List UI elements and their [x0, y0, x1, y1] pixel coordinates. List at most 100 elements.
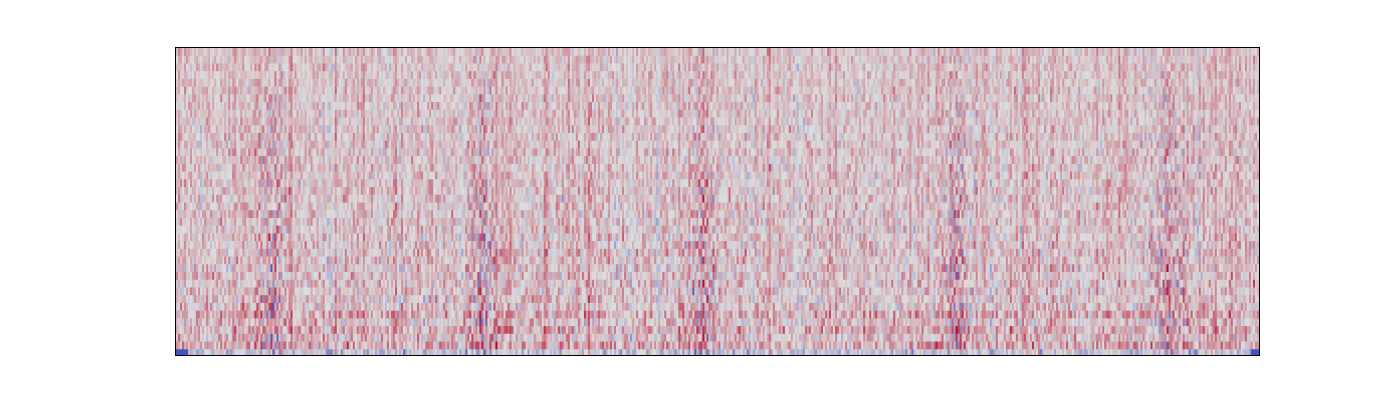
heatmap-cell — [1176, 86, 1179, 95]
heatmap-cell — [348, 71, 352, 80]
heatmap-cell — [362, 78, 366, 87]
heatmap-cell — [965, 86, 968, 95]
heatmap-cell — [885, 102, 888, 111]
heatmap-cell — [816, 63, 820, 72]
heatmap-cell — [236, 102, 239, 111]
heatmap-cell — [636, 86, 639, 95]
heatmap-cell — [989, 94, 993, 103]
heatmap-cell — [575, 78, 579, 87]
heatmap-cell — [459, 71, 462, 80]
heatmap-cell — [264, 71, 267, 80]
heatmap-cell — [760, 55, 763, 64]
heatmap-cell — [1152, 109, 1155, 118]
heatmap-cell — [1158, 102, 1161, 111]
heatmap-cell — [1222, 86, 1226, 95]
heatmap-cell — [405, 86, 408, 95]
heatmap-cell — [1086, 86, 1089, 95]
heatmap-cell — [770, 55, 774, 64]
heatmap-cell — [218, 109, 221, 118]
heatmap-cell — [700, 102, 703, 111]
heatmap-cell — [820, 48, 824, 57]
heatmap-cell — [503, 63, 506, 72]
heatmap-cell — [374, 71, 378, 80]
heatmap-cell — [262, 78, 265, 87]
heatmap-cell — [1142, 78, 1145, 87]
heatmap-cell — [915, 78, 918, 87]
heatmap-cell — [702, 63, 705, 72]
heatmap-cell — [692, 109, 695, 118]
heatmap-cell — [467, 94, 470, 103]
heatmap-cell — [700, 48, 703, 57]
heatmap-cell — [965, 78, 968, 87]
heatmap-cell — [638, 94, 641, 103]
heatmap-cell — [983, 78, 987, 87]
heatmap-cell — [507, 102, 510, 111]
heatmap-cell — [537, 86, 540, 95]
heatmap-cell — [591, 94, 595, 103]
heatmap-cell — [284, 63, 287, 72]
heatmap-cell — [1192, 71, 1195, 80]
heatmap-cell — [244, 86, 247, 95]
heatmap-cell — [1254, 102, 1258, 111]
heatmap-cell — [833, 86, 836, 95]
heatmap-cell — [513, 94, 516, 103]
heatmap-cell — [338, 109, 342, 118]
heatmap-cell — [296, 94, 299, 103]
heatmap-cell — [690, 71, 693, 80]
heatmap-cell — [1132, 71, 1135, 80]
heatmap-cell — [551, 86, 555, 95]
heatmap-cell — [818, 109, 822, 118]
heatmap-cell — [732, 55, 735, 64]
heatmap-cell — [1194, 102, 1197, 111]
heatmap-cell — [660, 48, 663, 57]
heatmap-cell — [738, 86, 741, 95]
heatmap-cell — [656, 86, 659, 95]
heatmap-cell — [1156, 86, 1159, 95]
heatmap-cell — [565, 55, 569, 64]
heatmap-cell — [276, 86, 279, 95]
heatmap-cell — [465, 71, 468, 80]
heatmap-cell — [748, 109, 751, 118]
heatmap-cell — [324, 94, 327, 103]
heatmap-cell — [897, 71, 900, 80]
heatmap-cell — [1130, 102, 1133, 111]
heatmap-cell — [843, 55, 846, 64]
heatmap-cell — [607, 55, 611, 64]
heatmap-cell — [839, 78, 842, 87]
heatmap-cell — [228, 117, 231, 126]
heatmap-cell — [380, 55, 384, 64]
heatmap-cell — [605, 109, 609, 118]
heatmap-cell — [1196, 78, 1200, 87]
heatmap-cell — [1212, 78, 1216, 87]
heatmap-cell — [348, 63, 352, 72]
heatmap-cell — [258, 117, 261, 126]
heatmap-cell — [682, 71, 685, 80]
heatmap-cell — [493, 71, 496, 80]
heatmap-cell — [527, 71, 530, 80]
heatmap-cell — [220, 78, 223, 87]
heatmap-cell — [489, 78, 492, 87]
heatmap-cell — [1029, 94, 1033, 103]
heatmap-cell — [415, 102, 418, 111]
heatmap-cell — [945, 94, 948, 103]
heatmap-cell — [1146, 71, 1149, 80]
heatmap-cell — [925, 71, 928, 80]
heatmap-cell — [674, 109, 677, 118]
heatmap-cell — [1104, 48, 1107, 57]
heatmap-cell — [597, 78, 601, 87]
heatmap-cell — [1228, 78, 1232, 87]
heatmap-cell — [374, 78, 378, 87]
heatmap-cell — [198, 78, 201, 87]
heatmap-cell — [808, 48, 812, 57]
heatmap-cell — [756, 109, 759, 118]
heatmap-cell — [991, 102, 995, 111]
heatmap-cell — [298, 86, 301, 95]
heatmap-cell — [370, 63, 374, 72]
heatmap-cell — [971, 109, 974, 118]
heatmap-cell — [672, 63, 675, 72]
heatmap-cell — [304, 63, 307, 72]
heatmap-cell — [254, 48, 257, 57]
heatmap-cell — [312, 71, 315, 80]
heatmap-cell — [1156, 48, 1159, 57]
heatmap-cell — [766, 48, 770, 57]
